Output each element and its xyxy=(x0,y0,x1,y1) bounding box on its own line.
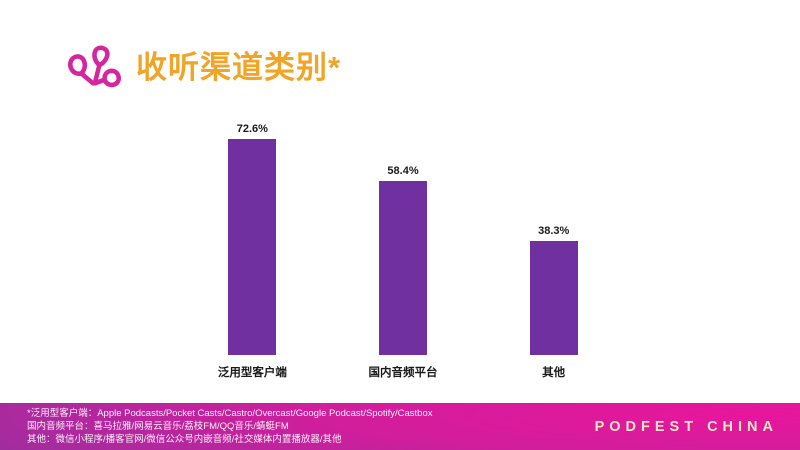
bar-others xyxy=(529,241,578,355)
slide-header: 收听渠道类别* xyxy=(64,42,341,92)
bar-category-label: 国内音频平台 xyxy=(368,367,438,379)
bar-column-domestic-audio-platforms: 58.4% 国内音频平台 xyxy=(328,110,479,393)
bar-column-general-clients: 72.6% 泛用型客户端 xyxy=(177,110,328,393)
bar-category-label: 其他 xyxy=(542,367,566,379)
footnote-domestic-platforms: 国内音频平台：喜马拉雅/网易云音乐/荔枝FM/QQ音乐/蜻蜓FM xyxy=(27,421,289,432)
bar-chart: 72.6% 泛用型客户端 58.4% 国内音频平台 38.3% 其他 xyxy=(177,110,629,393)
footnotes: *泛用型客户端：Apple Podcasts/Pocket Casts/Cast… xyxy=(0,407,433,446)
bar-category-label: 泛用型客户端 xyxy=(217,367,287,379)
bar-value-label: 38.3% xyxy=(538,225,570,237)
bar-value-label: 58.4% xyxy=(387,165,419,177)
footnote-others: 其他：微信小程序/播客官网/微信公众号内嵌音频/社交媒体内置播放器/其他 xyxy=(27,434,342,445)
bar-category-area: 国内音频平台 xyxy=(369,355,438,393)
footer-bar: *泛用型客户端：Apple Podcasts/Pocket Casts/Cast… xyxy=(0,403,800,450)
bar-category-area: 泛用型客户端 xyxy=(218,355,287,393)
bar-general-clients xyxy=(228,139,277,355)
page-title: 收听渠道类别* xyxy=(136,49,342,85)
brand-logo-text: PODFEST CHINA xyxy=(594,418,778,435)
bar-domestic-audio-platforms xyxy=(379,181,427,355)
footnote-general-clients: *泛用型客户端：Apple Podcasts/Pocket Casts/Cast… xyxy=(27,408,433,419)
bar-column-others: 38.3% 其他 xyxy=(478,110,629,393)
podfest-knot-logo-icon xyxy=(64,42,122,92)
bar-value-label: 72.6% xyxy=(236,123,268,135)
bar-category-area: 其他 xyxy=(542,355,565,393)
